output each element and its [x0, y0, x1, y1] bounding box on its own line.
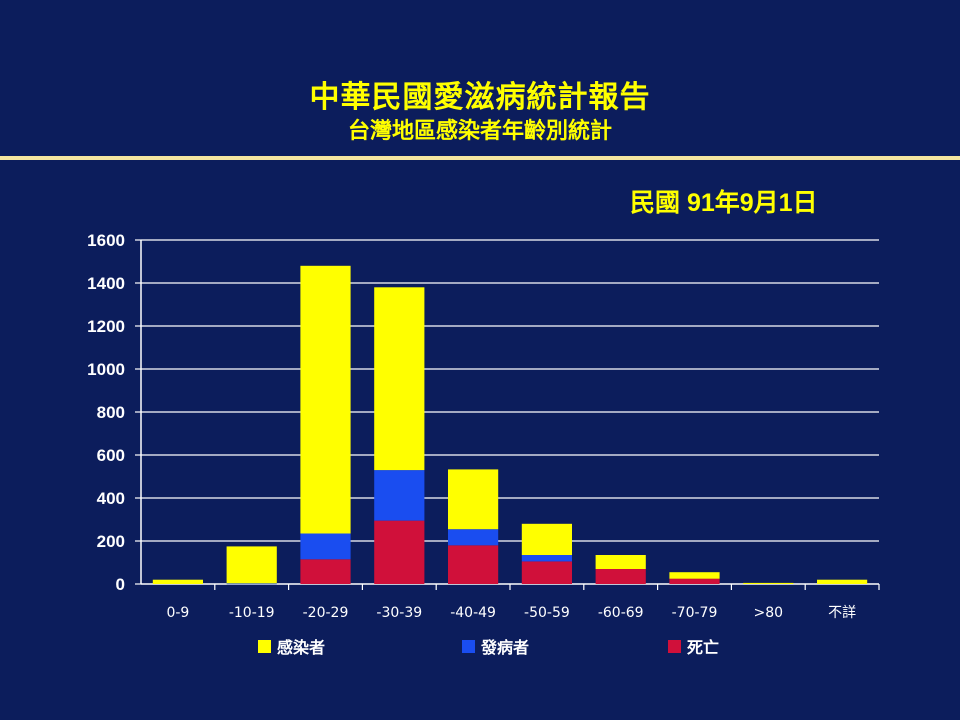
legend-swatch [258, 640, 271, 653]
bar-segment [152, 579, 203, 584]
y-tick-label: 1600 [87, 231, 125, 250]
y-tick-label: 600 [97, 446, 125, 465]
bar-segment [521, 561, 572, 584]
y-tick-label: 1200 [87, 317, 125, 336]
y-tick-label: 1400 [87, 274, 125, 293]
legend-swatch [462, 640, 475, 653]
bar-segment [669, 578, 720, 584]
legend-label: 死亡 [687, 638, 719, 657]
bar-segment [448, 545, 499, 584]
x-tick-label: 不詳 [828, 605, 856, 621]
page-subtitle: 台灣地區感染者年齡別統計 [347, 119, 612, 144]
title-divider [0, 156, 960, 160]
x-tick-labels: 0-9 -10-19 -20-29 -30-39 -40-49 -50-59 -60-69 -… [166, 605, 856, 621]
legend-swatch [668, 640, 681, 653]
page-title: 中華民國愛滋病統計報告 [309, 80, 651, 115]
x-tick-label: -60-69 [598, 605, 644, 621]
x-tick-label: 0-9 [166, 605, 189, 621]
legend: 感染者 發病者 死亡 [258, 638, 719, 657]
x-tick-label: -10-19 [229, 605, 275, 621]
bar-segment [743, 582, 794, 584]
x-tick-label: -40-49 [450, 605, 496, 621]
bar-segment [226, 583, 277, 585]
bar-segment [448, 529, 499, 546]
bar-segment [669, 572, 720, 579]
axes [135, 239, 880, 590]
bar-segment [521, 523, 572, 555]
bar-segment [521, 555, 572, 562]
bar-segment [300, 265, 351, 534]
grid-lines [141, 239, 879, 542]
y-tick-label: 400 [97, 489, 125, 508]
bar-segment [300, 559, 351, 584]
bar-segment [374, 287, 425, 471]
y-tick-label: 200 [97, 532, 125, 551]
bar-segment [817, 579, 868, 584]
y-tick-label: 1000 [87, 360, 125, 379]
bar-segment [300, 533, 351, 560]
date-label: 民國 91年9月1日 [630, 189, 818, 217]
legend-label: 感染者 [277, 638, 325, 657]
y-tick-label: 0 [116, 575, 125, 594]
legend-label: 發病者 [480, 638, 529, 657]
y-tick-label: 800 [97, 403, 125, 422]
bar-segment [374, 520, 425, 584]
y-tick-labels: 0 200 400 600 800 1000 1200 1400 1600 [87, 231, 125, 594]
bar-segment [595, 555, 646, 569]
x-tick-label: -20-29 [303, 605, 349, 621]
x-tick-label: -50-59 [524, 605, 570, 621]
x-tick-label: >80 [754, 605, 784, 621]
bar-segment [595, 569, 646, 584]
x-tick-label: -30-39 [376, 605, 422, 621]
bar-segment [448, 469, 499, 530]
x-tick-label: -70-79 [672, 605, 718, 621]
bars [152, 265, 868, 585]
bar-segment [374, 470, 425, 521]
bar-segment [226, 546, 277, 584]
